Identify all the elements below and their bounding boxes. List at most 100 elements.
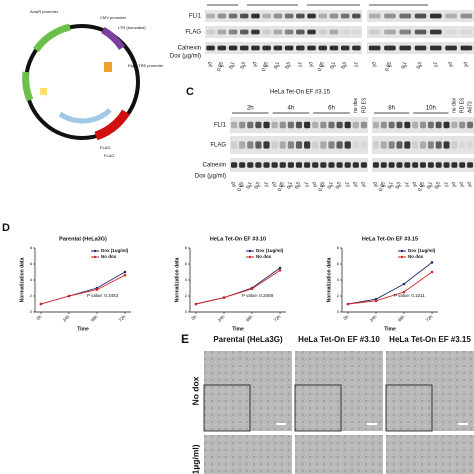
scale-bar <box>276 423 286 425</box>
dose-label: 0.1 <box>327 181 335 190</box>
dose-label: 0.1 <box>400 61 408 70</box>
band <box>307 13 316 19</box>
band <box>460 45 473 51</box>
band <box>279 121 286 129</box>
band <box>296 45 305 51</box>
legend-label: Dox (1ug/ml) <box>256 248 284 253</box>
band <box>239 13 249 19</box>
band <box>360 121 368 129</box>
band <box>320 121 327 129</box>
dose-label: 0.05 <box>318 181 327 192</box>
dose-label: 1 <box>263 181 270 186</box>
band <box>445 13 457 19</box>
band <box>284 29 294 35</box>
band <box>228 29 238 35</box>
x-axis-label: Time <box>384 326 396 332</box>
dose-label: 0.5 <box>335 181 343 190</box>
band <box>262 45 271 51</box>
band <box>251 45 260 51</box>
column-title: HeLa Tet-On EF #3.10 <box>298 335 380 344</box>
band <box>287 141 294 149</box>
band <box>429 29 442 35</box>
point <box>402 290 406 294</box>
micrograph <box>295 435 383 474</box>
band <box>429 13 442 19</box>
blot-row-label: Calnexin <box>203 163 226 169</box>
band <box>384 29 396 35</box>
band <box>304 162 311 168</box>
time-label: 4h <box>288 106 295 112</box>
band <box>271 121 278 129</box>
band <box>459 121 466 129</box>
band <box>404 121 411 129</box>
blot-title: HeLa Tet-On EF #3.15 <box>270 90 331 96</box>
y-tick-label: 4 <box>185 277 188 282</box>
dose-label: 1 <box>297 61 304 66</box>
x-tick-label: 48h <box>397 314 406 323</box>
y-tick-label: 8 <box>337 245 340 250</box>
dose-label: 0.5 <box>416 61 424 70</box>
dose-label: 0 <box>308 61 315 66</box>
band <box>340 29 350 35</box>
band <box>352 121 359 129</box>
band <box>230 162 238 168</box>
p-value: P value: 0.3453 <box>87 293 119 298</box>
p-value: P value: 0.1011 <box>394 293 425 298</box>
y-tick-label: 8 <box>30 245 33 250</box>
band <box>312 121 319 129</box>
band <box>459 162 466 168</box>
band <box>340 13 350 19</box>
point <box>123 270 127 274</box>
y-tick-label: 2 <box>337 293 340 298</box>
band <box>467 141 474 149</box>
band <box>255 162 262 168</box>
band <box>255 121 262 129</box>
legend-label: Dox (1ug/ml) <box>408 248 436 253</box>
blot-background <box>372 117 474 133</box>
band <box>239 141 246 149</box>
band <box>414 29 427 35</box>
time-label: 6h <box>328 106 335 112</box>
band <box>380 121 387 129</box>
blot-row-label: FLI1 <box>214 123 227 129</box>
band <box>206 45 215 51</box>
band <box>329 45 339 51</box>
plasmid-map <box>22 23 140 141</box>
point <box>346 302 350 306</box>
band <box>445 29 457 35</box>
dose-label: 0.05 <box>317 61 326 72</box>
y-axis-label: Normalization data <box>174 257 180 302</box>
band <box>344 141 351 149</box>
band <box>312 141 319 149</box>
band <box>279 141 286 149</box>
dose-label: 0 <box>412 181 419 186</box>
band <box>273 29 283 35</box>
y-tick-label: 0 <box>185 309 188 314</box>
time-label: 2h <box>247 106 254 112</box>
band <box>399 29 412 35</box>
band <box>443 141 450 149</box>
p-value: P value: 0.2088 <box>242 293 274 298</box>
x-tick-label: 48h <box>245 314 254 323</box>
band <box>304 121 311 129</box>
plasmid-label: LTR (truncated) <box>118 25 146 30</box>
column-title: HeLa Tet-On EF #3.15 <box>389 335 471 344</box>
band <box>451 121 458 129</box>
band <box>404 162 411 168</box>
dose-label: 0 <box>360 181 367 186</box>
band <box>372 141 379 149</box>
x-tick-label: 24h <box>217 314 226 323</box>
band <box>312 162 319 168</box>
point <box>39 302 43 306</box>
time-label: 8h <box>388 106 395 112</box>
y-axis-label: Normalization data <box>326 257 332 302</box>
dose-label: 1 <box>443 181 450 186</box>
y-tick-label: 2 <box>30 293 33 298</box>
band <box>217 13 227 19</box>
x-tick-label: 72h <box>425 314 434 323</box>
band <box>352 29 361 35</box>
blot-background <box>205 26 362 38</box>
plasmid-label: Eight TRE promoter <box>128 63 164 68</box>
band <box>344 121 351 129</box>
dose-label: 1 <box>432 61 439 66</box>
